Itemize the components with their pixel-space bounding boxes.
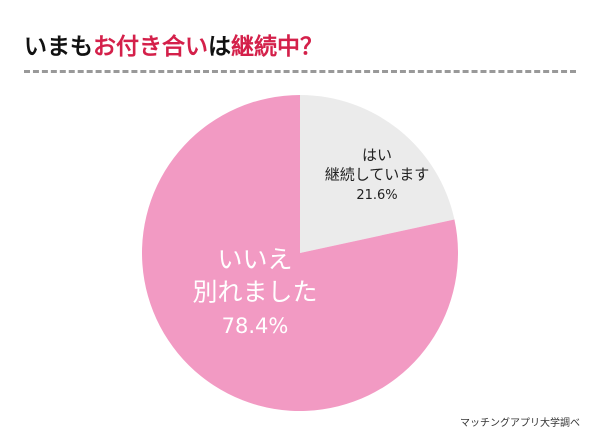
slice-label: 78.4%	[222, 314, 289, 338]
title-part: いまも	[24, 34, 93, 60]
slice-label: はい	[362, 146, 392, 164]
title-highlight: 継続中？	[231, 34, 323, 60]
pie-slice	[141, 95, 458, 411]
title-highlight: お付き合い	[93, 34, 208, 60]
title-part: は	[208, 34, 231, 60]
slice-label: 別れました	[192, 278, 317, 307]
pie-slice	[300, 95, 455, 253]
slice-label: 継続しています	[325, 166, 430, 184]
slice-label: 21.6%	[356, 188, 397, 203]
source-note: マッチングアプリ大学調べ	[460, 418, 580, 429]
slice-label: いいえ	[217, 245, 292, 274]
dashed-divider	[24, 70, 576, 73]
page-title: いまもお付き合いは継続中？	[24, 27, 323, 61]
